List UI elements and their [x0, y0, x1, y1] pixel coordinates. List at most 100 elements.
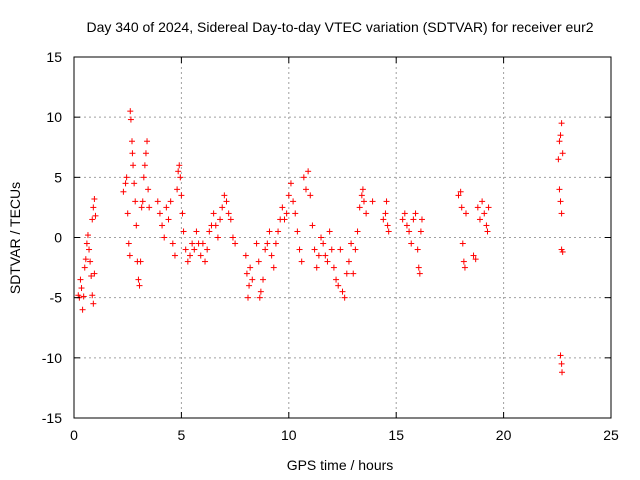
- data-point: [380, 216, 387, 223]
- data-point: [459, 240, 466, 247]
- data-point: [120, 188, 127, 195]
- data-point: [123, 174, 130, 181]
- data-point: [266, 228, 273, 235]
- data-point: [171, 252, 178, 259]
- data-point: [125, 240, 132, 247]
- data-point: [260, 276, 267, 283]
- x-tick-label: 10: [281, 427, 297, 443]
- data-point: [90, 204, 97, 211]
- data-point: [130, 162, 137, 169]
- data-point: [139, 198, 146, 205]
- data-point: [401, 210, 408, 217]
- data-point: [485, 204, 492, 211]
- data-point: [232, 240, 239, 247]
- data-point: [204, 246, 211, 253]
- data-point: [262, 246, 269, 253]
- data-point: [167, 198, 174, 205]
- data-point: [191, 246, 198, 253]
- data-point: [352, 246, 359, 253]
- data-point: [558, 120, 565, 127]
- data-point: [127, 116, 134, 123]
- data-point: [281, 216, 288, 223]
- data-point: [470, 252, 477, 259]
- data-point: [557, 198, 564, 205]
- data-point: [354, 228, 361, 235]
- y-tick-label: -5: [50, 290, 63, 306]
- data-point: [279, 204, 286, 211]
- data-point: [559, 248, 566, 255]
- data-point: [313, 264, 320, 271]
- data-point: [89, 216, 96, 223]
- data-point: [244, 294, 251, 301]
- data-point: [458, 204, 465, 211]
- data-point: [82, 256, 89, 263]
- data-point: [154, 198, 161, 205]
- data-point: [294, 228, 301, 235]
- data-point: [199, 240, 206, 247]
- data-point: [476, 216, 483, 223]
- data-point: [360, 198, 367, 205]
- data-point: [410, 216, 417, 223]
- data-point: [416, 270, 423, 277]
- data-point: [247, 264, 254, 271]
- data-point: [186, 252, 193, 259]
- data-point: [335, 282, 342, 289]
- x-tick-label: 0: [70, 427, 78, 443]
- data-point: [283, 210, 290, 217]
- data-point: [472, 256, 479, 263]
- data-point: [79, 306, 86, 313]
- x-tick-label: 20: [496, 427, 512, 443]
- data-point: [189, 240, 196, 247]
- data-point: [229, 234, 236, 241]
- data-point: [131, 180, 138, 187]
- data-point: [219, 204, 226, 211]
- y-tick-label: 5: [54, 169, 62, 185]
- data-point: [124, 210, 131, 217]
- data-point: [300, 174, 307, 181]
- data-point: [159, 222, 166, 229]
- data-point: [479, 198, 486, 205]
- data-point: [202, 258, 209, 265]
- data-point: [214, 234, 221, 241]
- data-point: [174, 186, 181, 193]
- data-point: [268, 252, 275, 259]
- data-point: [255, 258, 262, 265]
- data-point: [320, 240, 327, 247]
- data-point: [156, 210, 163, 217]
- data-point: [127, 108, 134, 115]
- data-point: [559, 150, 566, 157]
- data-point: [212, 222, 219, 229]
- data-point: [161, 234, 168, 241]
- data-point: [86, 246, 93, 253]
- data-point: [163, 204, 170, 211]
- data-point: [256, 294, 263, 301]
- data-point: [242, 252, 249, 259]
- data-point: [287, 180, 294, 187]
- data-point: [165, 216, 172, 223]
- data-point: [132, 198, 139, 205]
- data-point: [330, 264, 337, 271]
- data-point: [384, 222, 391, 229]
- data-points: [75, 108, 566, 376]
- data-point: [90, 300, 97, 307]
- data-point: [223, 198, 230, 205]
- data-point: [122, 180, 129, 187]
- data-point: [557, 352, 564, 359]
- data-point: [140, 174, 147, 181]
- data-point: [243, 270, 250, 277]
- data-point: [135, 276, 142, 283]
- data-point: [558, 360, 565, 367]
- data-point: [178, 192, 185, 199]
- data-point: [463, 210, 470, 217]
- data-point: [460, 258, 467, 265]
- data-point: [414, 246, 421, 253]
- data-point: [182, 246, 189, 253]
- data-point: [318, 234, 325, 241]
- data-point: [210, 210, 217, 217]
- data-point: [136, 282, 143, 289]
- data-point: [180, 228, 187, 235]
- data-point: [311, 246, 318, 253]
- data-point: [305, 168, 312, 175]
- data-point: [144, 138, 151, 145]
- data-point: [92, 212, 99, 219]
